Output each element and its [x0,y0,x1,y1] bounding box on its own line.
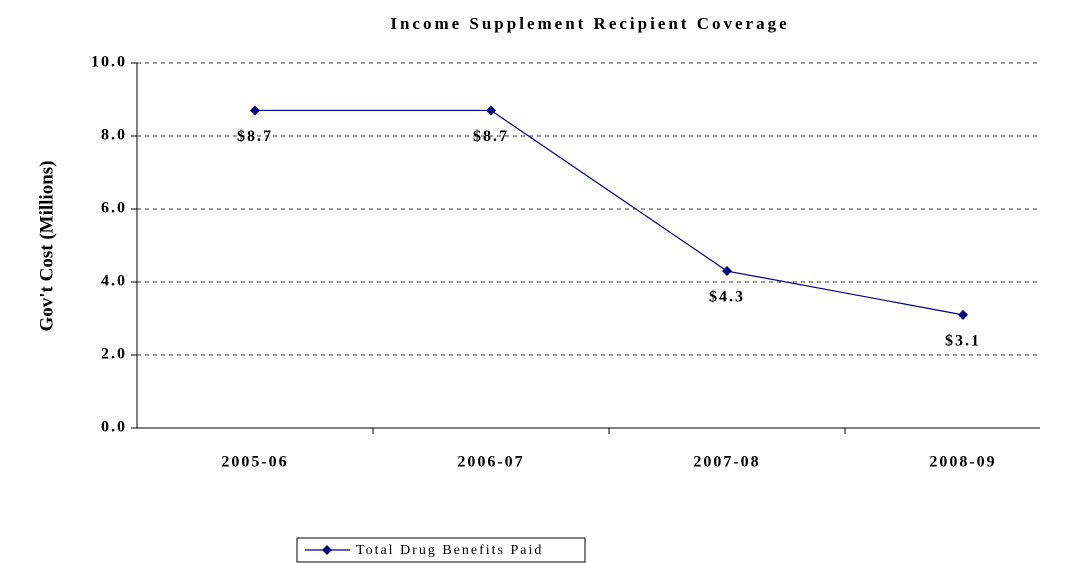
data-point [486,105,496,116]
y-tick-label: 6.0 [101,200,127,217]
data-point [250,105,260,116]
series-line [255,109,964,316]
legend-marker [322,545,332,555]
y-axis-label: Gov't Cost (Millions) [36,161,57,332]
chart-title: Income Supplement Recipient Coverage [390,14,789,33]
y-tick-label: 10.0 [91,54,127,71]
x-tick-label: 2008-09 [929,454,996,471]
data-label: $3.1 [945,333,981,350]
legend-label: Total Drug Benefits Paid [356,543,543,558]
x-tick-label: 2007-08 [693,454,760,471]
y-tick-label: 8.0 [101,127,127,144]
data-point [722,266,732,277]
data-label: $8.7 [473,128,509,145]
y-tick-label: 0.0 [101,419,127,436]
x-tick-label: 2005-06 [221,454,288,471]
data-label: $4.3 [709,289,745,306]
y-tick-label: 4.0 [101,273,127,290]
x-tick-label: 2006-07 [457,454,524,471]
data-point [958,309,968,320]
y-tick-label: 2.0 [101,346,127,363]
data-label: $8.7 [237,128,273,145]
